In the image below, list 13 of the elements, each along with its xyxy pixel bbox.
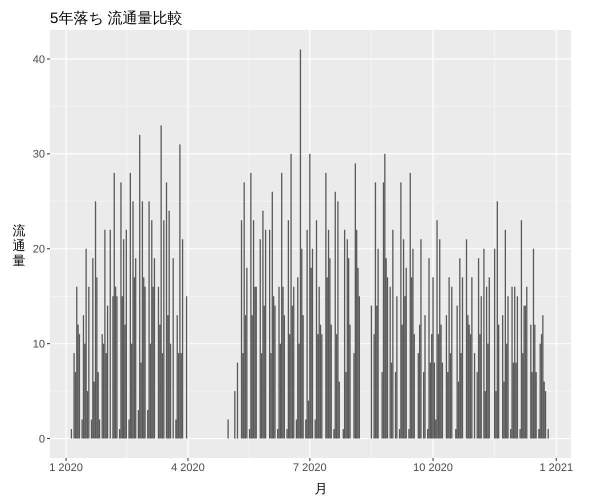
- y-tick-label: 0: [38, 433, 45, 446]
- chart-title: 5年落ち 流通量比較: [49, 9, 184, 29]
- y-tick-label: 10: [32, 338, 45, 351]
- x-tick-label: 1 2020: [49, 462, 83, 474]
- y-tick-label: 20: [32, 244, 45, 256]
- x-tick-label: 4 2020: [171, 462, 205, 474]
- x-tick-label: 1 2021: [539, 462, 574, 474]
- y-tick-label: 40: [32, 54, 45, 66]
- y-axis-title: 流通量: [12, 222, 26, 268]
- y-tick-label: 30: [32, 148, 45, 161]
- x-tick-label: 7 2020: [293, 462, 327, 474]
- x-tick-label: 10 2020: [413, 462, 453, 474]
- x-axis-title: 月: [314, 480, 328, 498]
